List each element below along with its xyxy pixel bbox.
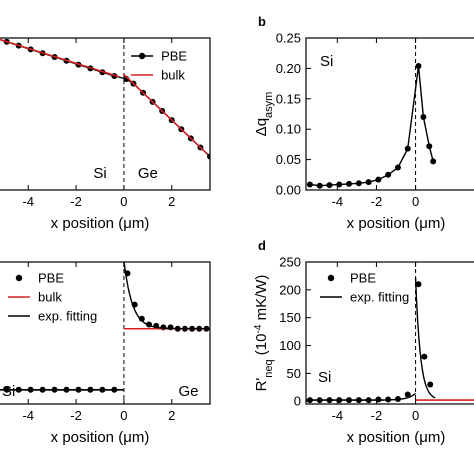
legend-marker — [15, 274, 23, 282]
y-tick-label: 0.15 — [276, 91, 301, 106]
series-line — [309, 65, 434, 187]
panel-label: d — [258, 238, 266, 253]
data-point — [326, 182, 333, 189]
data-point — [355, 180, 362, 187]
x-axis-label: x position (μm) — [51, 429, 150, 446]
x-tick-label: 2 — [168, 194, 175, 209]
x-tick-label: -2 — [70, 194, 82, 209]
y-tick-label: 0.25 — [276, 31, 301, 46]
legend-marker — [138, 52, 146, 60]
data-point — [426, 143, 433, 150]
x-tick-label: 0 — [120, 194, 127, 209]
x-axis-label: x position (μm) — [347, 429, 446, 446]
data-point — [365, 179, 372, 186]
data-point — [430, 158, 437, 165]
region-label-ge: Ge — [138, 165, 158, 182]
exp-fit-curve — [384, 392, 417, 401]
x-axis-label: x position (μm) — [347, 215, 446, 232]
legend-label: bulk — [38, 290, 62, 305]
x-tick-label: 0 — [412, 408, 419, 423]
x-tick-label: -2 — [371, 194, 383, 209]
legend: PBE bulk exp. fitting — [8, 271, 97, 324]
y-tick-label: 100 — [279, 338, 301, 353]
x-tick-label: -2 — [70, 408, 82, 423]
exp-fit-curve — [414, 277, 436, 399]
data-point — [427, 381, 434, 388]
data-point — [404, 145, 411, 152]
y-tick-label: 0.20 — [276, 61, 301, 76]
y-tick-label: 0.10 — [276, 122, 301, 137]
data-point — [346, 180, 353, 187]
region-label-si: Si — [318, 369, 331, 386]
plot-area — [0, 38, 210, 190]
data-point — [138, 315, 145, 322]
y-tick-label: 200 — [279, 282, 301, 297]
y-tick-label: 150 — [279, 310, 301, 325]
y-tick-label: 0.05 — [276, 152, 301, 167]
legend: PBE exp. fitting — [320, 271, 409, 305]
panel-d: -4 -2 0 0 50 100 150 200 250 x position (μm) R'neq… — [253, 238, 474, 446]
panel-label: b — [258, 14, 266, 29]
data-point — [375, 176, 382, 183]
data-point — [421, 353, 428, 360]
data-point — [207, 153, 210, 160]
y-tick-label: 250 — [279, 255, 301, 270]
plot-area — [306, 38, 437, 190]
y-tick-label: 0.00 — [276, 183, 301, 198]
y-axis-label: R'neq (10-4 mK/W) — [253, 275, 276, 392]
legend-label: bulk — [161, 68, 185, 83]
series-line-bulk — [123, 73, 209, 155]
data-point — [385, 171, 392, 178]
plot-area — [306, 262, 474, 404]
axes-frame — [305, 37, 474, 191]
data-point — [306, 181, 313, 188]
legend-label: PBE — [38, 271, 64, 286]
legend-label: exp. fitting — [350, 290, 409, 305]
x-axis-label: x position (μm) — [51, 215, 150, 232]
x-tick-label: 0 — [412, 194, 419, 209]
y-axis-label: Δqasym — [253, 92, 275, 137]
axes-frame — [0, 37, 211, 191]
data-point — [394, 164, 401, 171]
axes-frame — [305, 261, 474, 405]
panel-b: -4 -2 0 0.00 0.05 0.10 0.15 0.20 0.25 x position … — [253, 14, 474, 232]
x-tick-label: -4 — [22, 408, 34, 423]
x-tick-label: -4 — [332, 408, 344, 423]
y-tick-label: 50 — [287, 366, 301, 381]
legend: PBE bulk — [131, 49, 187, 83]
legend-label: PBE — [350, 271, 376, 286]
region-label-ge: Ge — [178, 383, 198, 400]
x-tick-label: -4 — [22, 194, 34, 209]
legend-marker — [327, 274, 335, 282]
x-tick-label: 2 — [168, 408, 175, 423]
y-tick-label: 0 — [294, 394, 301, 409]
legend-label: exp. fitting — [38, 309, 97, 324]
data-point — [415, 62, 422, 69]
data-point — [420, 114, 427, 121]
exp-fit-curve — [123, 262, 210, 330]
x-tick-label: -4 — [332, 194, 344, 209]
plot-area — [0, 262, 210, 404]
panel-c: -4 -2 0 2 x position (μm) Si Ge PBE bulk exp. fit… — [0, 261, 211, 446]
region-label-si: Si — [2, 383, 15, 400]
axes-frame — [0, 261, 211, 405]
data-point — [404, 391, 411, 398]
legend-label: PBE — [161, 49, 187, 64]
region-label-si: Si — [93, 165, 106, 182]
panel-a: -4 -2 0 2 x position (μm) Si Ge PBE bulk — [0, 37, 211, 232]
x-tick-label: -2 — [371, 408, 383, 423]
region-label-si: Si — [320, 53, 333, 70]
x-tick-label: 0 — [120, 408, 127, 423]
data-point — [316, 182, 323, 189]
series-line-bulk — [0, 38, 120, 78]
data-point — [415, 281, 422, 288]
